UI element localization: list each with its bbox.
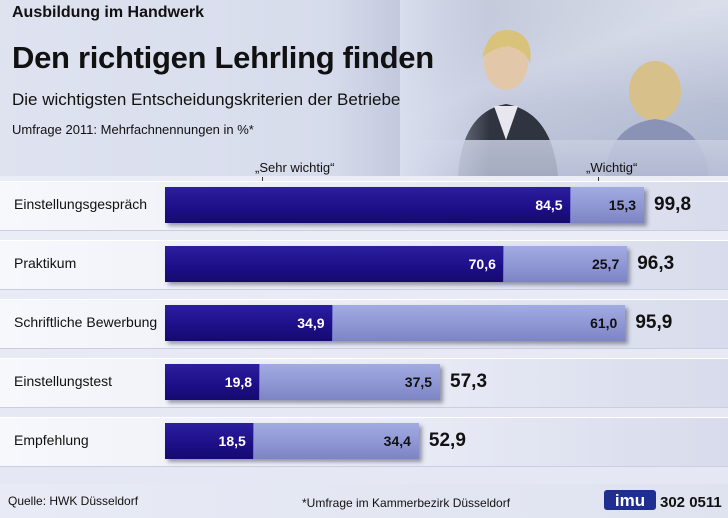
imu-logo: imu [604, 490, 656, 510]
logo-text: imu [615, 491, 645, 510]
header-photo [400, 0, 728, 176]
subtitle: Die wichtigsten Entscheidungskriterien d… [12, 90, 401, 109]
bar-very-important [165, 364, 261, 400]
header-band: Ausbildung im Handwerk Den richtigen Leh… [0, 0, 728, 176]
bar-important [260, 364, 441, 400]
value-label-very-important: 84,5 [535, 197, 563, 213]
page-title: Den richtigen Lehrling finden [12, 40, 434, 75]
bar-important [332, 305, 626, 341]
bar-important [570, 187, 645, 223]
category-label: Schriftliche Bewerbung [14, 314, 158, 330]
bar-very-important [165, 246, 504, 282]
total-label: 95,9 [635, 312, 673, 333]
value-label-very-important: 70,6 [468, 256, 496, 272]
total-label: 99,8 [654, 194, 692, 215]
value-label-important: 34,4 [383, 433, 411, 449]
category-label: Einstellungstest [14, 373, 113, 389]
graphic-code: 302 0511 [660, 494, 722, 511]
legend-important: „Wichtig“ [586, 160, 638, 175]
source-note: Quelle: HWK Düsseldorf [8, 494, 139, 508]
value-label-important: 61,0 [590, 315, 618, 331]
category-label: Empfehlung [14, 432, 89, 448]
bar-important [253, 423, 419, 459]
kicker: Ausbildung im Handwerk [12, 4, 205, 21]
value-label-very-important: 18,5 [218, 433, 246, 449]
legend-very-important: „Sehr wichtig“ [255, 160, 335, 175]
value-label-important: 15,3 [608, 197, 637, 213]
survey-note: Umfrage 2011: Mehrfachnennungen in %* [12, 122, 254, 137]
category-label: Praktikum [14, 255, 77, 271]
bar-very-important [165, 423, 254, 459]
value-label-important: 25,7 [591, 256, 620, 272]
footnote: *Umfrage im Kammerbezirk Düsseldorf [302, 496, 511, 510]
bar-important [503, 246, 628, 282]
total-label: 57,3 [450, 371, 488, 392]
total-label: 52,9 [428, 430, 466, 451]
bar-very-important [165, 305, 333, 341]
total-label: 96,3 [637, 253, 675, 274]
value-label-very-important: 34,9 [297, 315, 325, 331]
value-label-important: 37,5 [404, 374, 433, 390]
category-label: Einstellungsgespräch [14, 196, 148, 212]
bar-very-important [165, 187, 571, 223]
value-label-very-important: 19,8 [224, 374, 253, 390]
